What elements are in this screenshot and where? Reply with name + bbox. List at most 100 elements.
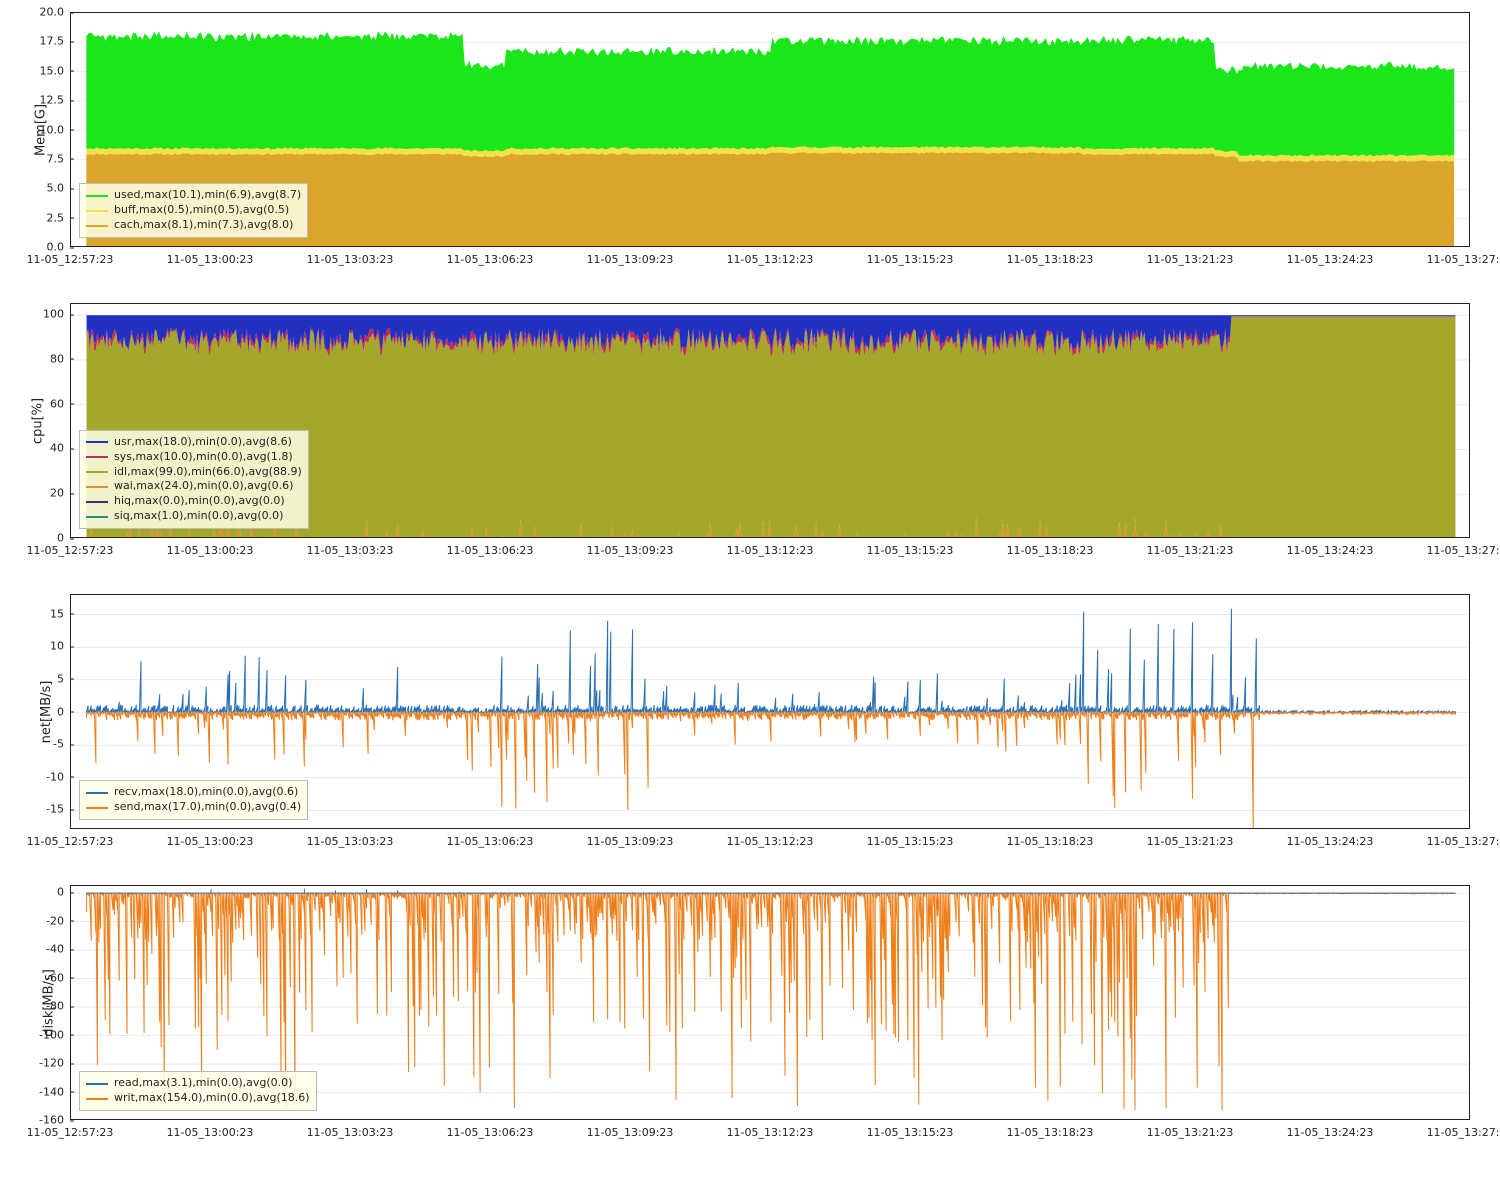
ytick: 10 bbox=[50, 640, 70, 653]
legend-swatch-wai bbox=[86, 486, 108, 488]
xtick: 11-05_13:09:23 bbox=[587, 829, 674, 848]
xtick: 11-05_13:06:23 bbox=[447, 538, 534, 557]
ytick: 60 bbox=[50, 397, 70, 410]
legend-item-hiq: hiq,max(0.0),min(0.0),avg(0.0) bbox=[86, 494, 302, 509]
xtick: 11-05_13:27:23 bbox=[1427, 247, 1500, 266]
legend-swatch-hiq bbox=[86, 501, 108, 503]
xtick: 11-05_13:09:23 bbox=[587, 247, 674, 266]
legend-label-idl: idl,max(99.0),min(66.0),avg(88.9) bbox=[114, 465, 302, 480]
panel-cpu: cpu[%]usr,max(18.0),min(0.0),avg(8.6)sys… bbox=[70, 303, 1470, 538]
xtick: 11-05_13:27:23 bbox=[1427, 1120, 1500, 1139]
legend-item-recv: recv,max(18.0),min(0.0),avg(0.6) bbox=[86, 785, 301, 800]
ytick: 2.5 bbox=[47, 211, 71, 224]
xtick: 11-05_13:03:23 bbox=[307, 538, 394, 557]
xtick: 11-05_13:12:23 bbox=[727, 829, 814, 848]
ytick: 7.5 bbox=[47, 152, 71, 165]
ytick: 0 bbox=[57, 886, 70, 899]
xtick: 11-05_13:27:23 bbox=[1427, 538, 1500, 557]
xtick: 11-05_13:24:23 bbox=[1287, 829, 1374, 848]
legend-item-usr: usr,max(18.0),min(0.0),avg(8.6) bbox=[86, 435, 302, 450]
panel-mem: Mem[G]used,max(10.1),min(6.9),avg(8.7)bu… bbox=[70, 12, 1470, 247]
plot-frame-cpu: usr,max(18.0),min(0.0),avg(8.6)sys,max(1… bbox=[70, 303, 1470, 538]
legend-item-read: read,max(3.1),min(0.0),avg(0.0) bbox=[86, 1076, 310, 1091]
legend-item-cach: cach,max(8.1),min(7.3),avg(8.0) bbox=[86, 218, 301, 233]
ytick: 5.0 bbox=[47, 182, 71, 195]
legend-swatch-writ bbox=[86, 1098, 108, 1100]
xtick: 11-05_13:21:23 bbox=[1147, 247, 1234, 266]
ytick: 12.5 bbox=[40, 94, 71, 107]
panel-disk: disk[MB/s]read,max(3.1),min(0.0),avg(0.0… bbox=[70, 885, 1470, 1120]
series-read bbox=[87, 889, 1456, 893]
legend-swatch-sys bbox=[86, 456, 108, 458]
xtick: 11-05_12:57:23 bbox=[27, 247, 114, 266]
ytick: -120 bbox=[39, 1057, 70, 1070]
ytick: -20 bbox=[46, 914, 70, 927]
xtick: 11-05_13:27:23 bbox=[1427, 829, 1500, 848]
legend-swatch-send bbox=[86, 807, 108, 809]
legend-item-writ: writ,max(154.0),min(0.0),avg(18.6) bbox=[86, 1091, 310, 1106]
ytick: -5 bbox=[53, 738, 70, 751]
legend-label-used: used,max(10.1),min(6.9),avg(8.7) bbox=[114, 188, 301, 203]
series-recv bbox=[87, 609, 1456, 713]
legend-item-used: used,max(10.1),min(6.9),avg(8.7) bbox=[86, 188, 301, 203]
legend-label-writ: writ,max(154.0),min(0.0),avg(18.6) bbox=[114, 1091, 310, 1106]
legend-swatch-used bbox=[86, 195, 108, 197]
xtick: 11-05_13:24:23 bbox=[1287, 247, 1374, 266]
xtick: 11-05_13:06:23 bbox=[447, 1120, 534, 1139]
xtick: 11-05_13:15:23 bbox=[867, 538, 954, 557]
plot-frame-net: recv,max(18.0),min(0.0),avg(0.6)send,max… bbox=[70, 594, 1470, 829]
xtick: 11-05_13:24:23 bbox=[1287, 1120, 1374, 1139]
xtick: 11-05_13:03:23 bbox=[307, 247, 394, 266]
ytick: 15 bbox=[50, 607, 70, 620]
legend-swatch-buff bbox=[86, 210, 108, 212]
ytick: 20.0 bbox=[40, 6, 71, 19]
ytick: 15.0 bbox=[40, 64, 71, 77]
legend-swatch-idl bbox=[86, 471, 108, 473]
xtick: 11-05_13:06:23 bbox=[447, 247, 534, 266]
xtick: 11-05_13:00:23 bbox=[167, 829, 254, 848]
legend-label-usr: usr,max(18.0),min(0.0),avg(8.6) bbox=[114, 435, 292, 450]
ytick: -40 bbox=[46, 943, 70, 956]
legend-label-read: read,max(3.1),min(0.0),avg(0.0) bbox=[114, 1076, 292, 1091]
xtick: 11-05_12:57:23 bbox=[27, 1120, 114, 1139]
xtick: 11-05_13:00:23 bbox=[167, 1120, 254, 1139]
legend-label-hiq: hiq,max(0.0),min(0.0),avg(0.0) bbox=[114, 494, 285, 509]
legend-item-idl: idl,max(99.0),min(66.0),avg(88.9) bbox=[86, 465, 302, 480]
legend-label-wai: wai,max(24.0),min(0.0),avg(0.6) bbox=[114, 479, 293, 494]
ytick: -100 bbox=[39, 1028, 70, 1041]
ylabel-net: net[MB/s] bbox=[39, 680, 54, 743]
xtick: 11-05_13:03:23 bbox=[307, 829, 394, 848]
xtick: 11-05_13:21:23 bbox=[1147, 829, 1234, 848]
ytick: 17.5 bbox=[40, 35, 71, 48]
xtick: 11-05_13:09:23 bbox=[587, 538, 674, 557]
plot-frame-disk: read,max(3.1),min(0.0),avg(0.0)writ,max(… bbox=[70, 885, 1470, 1120]
legend-label-send: send,max(17.0),min(0.0),avg(0.4) bbox=[114, 800, 301, 815]
xtick: 11-05_13:12:23 bbox=[727, 1120, 814, 1139]
legend-swatch-usr bbox=[86, 441, 108, 443]
panel-net: net[MB/s]recv,max(18.0),min(0.0),avg(0.6… bbox=[70, 594, 1470, 829]
xtick: 11-05_13:12:23 bbox=[727, 247, 814, 266]
xtick: 11-05_13:00:23 bbox=[167, 538, 254, 557]
ytick: -15 bbox=[46, 803, 70, 816]
legend-item-wai: wai,max(24.0),min(0.0),avg(0.6) bbox=[86, 479, 302, 494]
legend-mem: used,max(10.1),min(6.9),avg(8.7)buff,max… bbox=[79, 183, 308, 238]
xtick: 11-05_12:57:23 bbox=[27, 538, 114, 557]
xtick: 11-05_13:21:23 bbox=[1147, 1120, 1234, 1139]
legend-net: recv,max(18.0),min(0.0),avg(0.6)send,max… bbox=[79, 780, 308, 820]
xtick: 11-05_13:15:23 bbox=[867, 829, 954, 848]
xtick: 11-05_13:09:23 bbox=[587, 1120, 674, 1139]
legend-label-recv: recv,max(18.0),min(0.0),avg(0.6) bbox=[114, 785, 298, 800]
xtick: 11-05_13:06:23 bbox=[447, 829, 534, 848]
legend-label-buff: buff,max(0.5),min(0.5),avg(0.5) bbox=[114, 203, 289, 218]
xtick: 11-05_13:21:23 bbox=[1147, 538, 1234, 557]
ytick: -60 bbox=[46, 971, 70, 984]
ytick: 20 bbox=[50, 487, 70, 500]
legend-swatch-cach bbox=[86, 225, 108, 227]
xtick: 11-05_13:18:23 bbox=[1007, 247, 1094, 266]
ytick: 100 bbox=[43, 308, 70, 321]
legend-item-buff: buff,max(0.5),min(0.5),avg(0.5) bbox=[86, 203, 301, 218]
xtick: 11-05_13:12:23 bbox=[727, 538, 814, 557]
legend-item-sys: sys,max(10.0),min(0.0),avg(1.8) bbox=[86, 450, 302, 465]
legend-disk: read,max(3.1),min(0.0),avg(0.0)writ,max(… bbox=[79, 1071, 317, 1111]
xtick: 11-05_13:15:23 bbox=[867, 247, 954, 266]
